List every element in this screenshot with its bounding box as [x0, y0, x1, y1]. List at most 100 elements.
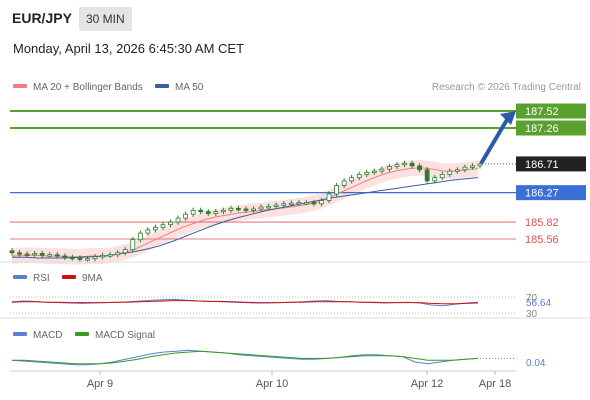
candle-body — [296, 202, 302, 205]
candle-body — [198, 209, 204, 213]
chart-header: EUR/JPY 30 MIN Monday, April 13, 2026 6:… — [0, 0, 590, 70]
level-label-186-27: 186.27 — [525, 188, 559, 200]
x-tick-label: Apr 18 — [479, 378, 511, 390]
x-tick-label: Apr 9 — [87, 378, 113, 390]
level-tag-187-52 — [516, 103, 586, 119]
candle-body — [371, 170, 377, 174]
candle-body — [402, 162, 407, 166]
rsi-plot — [10, 296, 516, 314]
candle-body — [462, 166, 468, 171]
candle-body — [92, 256, 98, 260]
candle-body — [168, 221, 173, 226]
candle-body — [213, 211, 219, 214]
candle-body — [69, 256, 75, 260]
level-labels: 187.52 187.26 186.71 186.27 185.82 185.56 — [516, 103, 586, 246]
forecast-arrow-shaft — [480, 116, 510, 164]
candle-body — [439, 173, 445, 179]
candle-body — [477, 163, 483, 167]
candle-body — [24, 253, 30, 256]
candle-body — [432, 177, 438, 182]
datetime-label: Monday, April 13, 2026 6:45:30 AM CET — [13, 41, 245, 56]
candle-body — [54, 254, 60, 257]
candle-body — [356, 173, 362, 179]
macd-plot — [11, 349, 516, 366]
candle-body — [303, 202, 309, 205]
candle-body — [387, 166, 392, 170]
candles — [9, 160, 483, 262]
level-tag-186-27 — [516, 185, 586, 201]
macd-signal-legend-swatch — [75, 332, 89, 336]
candle-body — [115, 252, 121, 256]
level-label-185-82: 185.82 — [525, 217, 559, 229]
timeframe-button[interactable]: 30 MIN — [79, 7, 132, 31]
candle-body — [228, 207, 234, 211]
candle-body — [62, 255, 68, 258]
level-label-187-26: 187.26 — [525, 123, 559, 135]
candle-body — [258, 206, 264, 210]
ma20-legend-label: MA 20 + Bollinger Bands — [33, 82, 143, 93]
candle-body — [160, 224, 166, 228]
forecast-arrow-head — [500, 111, 516, 126]
candle-body — [236, 207, 241, 211]
candle-body — [122, 249, 128, 254]
candle-body — [130, 239, 136, 250]
candle-body — [153, 226, 158, 231]
candle-body — [470, 165, 475, 168]
candle-body — [266, 205, 272, 209]
rsi-ma-line — [11, 300, 479, 305]
candle-body — [243, 208, 249, 211]
candle-body — [281, 203, 287, 206]
forecast-arrow — [480, 111, 516, 164]
candle-body — [9, 250, 15, 254]
macd-legend-swatch — [13, 332, 27, 336]
candle-body — [409, 162, 415, 167]
candle-body — [32, 252, 38, 256]
x-axis-ticks: Apr 9 Apr 10 Apr 12 Apr 18 — [87, 371, 511, 390]
rsi-last-value: 56.64 — [526, 298, 551, 309]
level-lines — [10, 110, 516, 240]
candle-body — [447, 170, 453, 175]
candle-body — [319, 200, 324, 205]
candle-body — [85, 258, 90, 261]
level-label-186-71: 186.71 — [525, 159, 559, 171]
macd-last-value: 0.04 — [526, 358, 546, 369]
rsi-ma-legend-swatch — [62, 275, 76, 279]
x-tick-label: Apr 10 — [256, 378, 288, 390]
candle-body — [379, 168, 385, 172]
candle-body — [137, 232, 143, 241]
candle-body — [17, 252, 22, 255]
candle-body — [190, 209, 196, 215]
ma50-line — [12, 177, 479, 259]
moving-averages — [11, 167, 479, 259]
candle-body — [454, 169, 460, 172]
candle-body — [424, 169, 430, 182]
candle-body — [39, 252, 45, 256]
candle-body — [417, 165, 423, 171]
candle-body — [273, 204, 279, 207]
ma50-legend-swatch — [155, 84, 169, 88]
candle-body — [364, 172, 370, 175]
candle-body — [47, 254, 53, 257]
candle-body — [77, 257, 83, 260]
candle-body — [349, 177, 355, 182]
candle-body — [311, 202, 317, 205]
rsi-level-70: 70 — [526, 293, 538, 304]
level-tag-187-26 — [516, 120, 586, 136]
rsi-level-30: 30 — [526, 309, 538, 320]
candle-body — [205, 211, 211, 214]
macd-legend-label: MACD — [33, 330, 62, 341]
candle-body — [394, 164, 400, 167]
candle-body — [220, 209, 226, 213]
currency-pair-title: EUR/JPY — [12, 10, 72, 26]
level-label-185-56: 185.56 — [525, 234, 559, 246]
candle-body — [175, 217, 181, 223]
level-tag-186-71 — [516, 156, 586, 172]
source-credit: Research © 2026 Trading Central — [432, 82, 581, 93]
macd-signal-legend-label: MACD Signal — [95, 330, 155, 341]
candle-body — [334, 185, 339, 195]
candle-body — [288, 202, 294, 206]
candle-body — [251, 208, 256, 211]
candle-body — [100, 254, 105, 258]
rsi-legend-swatch — [13, 275, 27, 279]
